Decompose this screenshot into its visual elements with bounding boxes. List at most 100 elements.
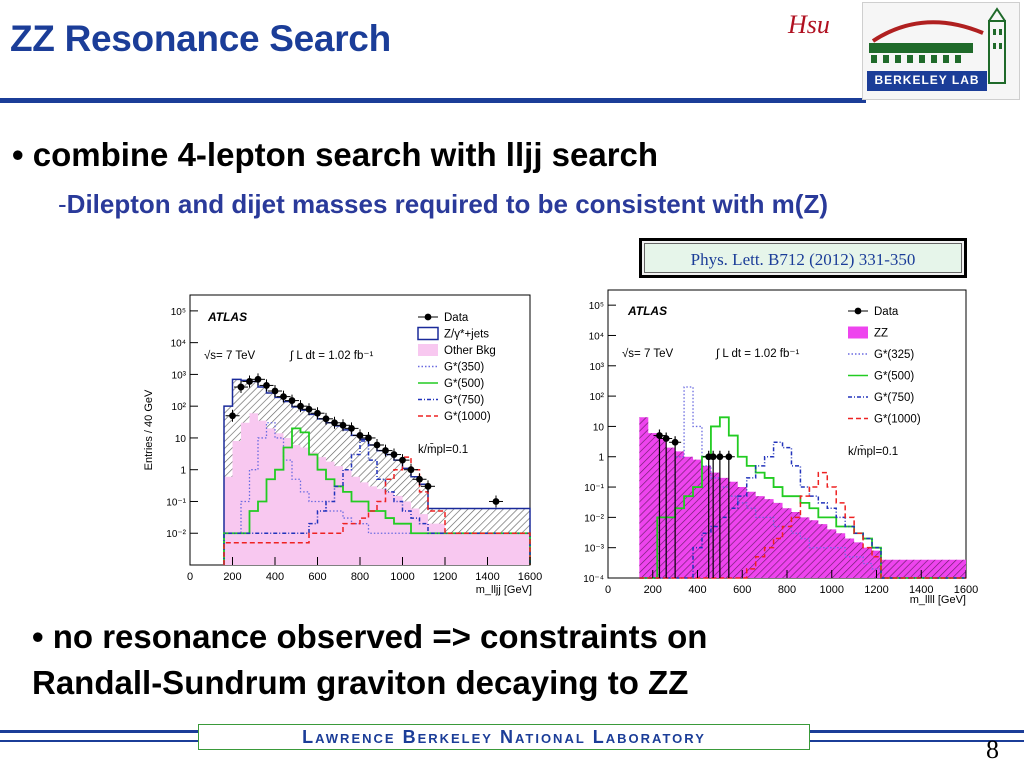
x-tick-label: 1600 bbox=[518, 571, 542, 583]
data-point bbox=[305, 405, 313, 413]
y-tick-label: 10⁴ bbox=[589, 331, 604, 342]
y-tick-label: 1 bbox=[180, 466, 186, 477]
data-point bbox=[297, 402, 304, 410]
chart-lljj-mass: 0 200 400 600 800 1000 1200 1400 1600 10⁻² 10⁻¹ 1 10… bbox=[143, 294, 542, 596]
x-tick-label: 1200 bbox=[864, 584, 888, 596]
legend-label: ZZ bbox=[874, 328, 888, 340]
sub-bullet-dash: - bbox=[58, 189, 67, 219]
y-tick-label: 10⁻² bbox=[166, 529, 186, 540]
legend-label: Data bbox=[874, 306, 899, 318]
data-point bbox=[263, 382, 270, 389]
data-point bbox=[331, 419, 338, 427]
data-point bbox=[492, 498, 500, 505]
data-point bbox=[716, 453, 724, 461]
x-tick-label: 200 bbox=[223, 571, 241, 583]
lumi-label: ∫ L dt = 1.02 fb⁻¹ bbox=[289, 350, 373, 362]
legend-label: G*(750) bbox=[874, 392, 914, 404]
data-point bbox=[656, 432, 663, 439]
sub-bullet-dilepton: -Dilepton and dijet masses required to b… bbox=[58, 188, 1008, 220]
x-tick-label: 1000 bbox=[390, 571, 414, 583]
data-point bbox=[314, 409, 321, 417]
x-tick-label: 1600 bbox=[954, 584, 978, 596]
x-tick-label: 800 bbox=[351, 571, 369, 583]
data-point bbox=[237, 383, 245, 391]
footer-banner: Lawrence Berkeley National Laboratory bbox=[198, 724, 810, 750]
y-tick-label: 10² bbox=[590, 392, 605, 403]
reference-box: Phys. Lett. B712 (2012) 331-350 bbox=[639, 238, 967, 278]
data-point bbox=[424, 482, 432, 490]
bullet-combine-searches: • combine 4-lepton search with lljj sear… bbox=[12, 136, 659, 173]
y-tick-label: 10⁻¹ bbox=[584, 483, 604, 494]
lumi-label: ∫ L dt = 1.02 fb⁻¹ bbox=[715, 348, 799, 360]
y-tick-label: 10⁻² bbox=[584, 513, 604, 524]
legend-label: G*(350) bbox=[444, 362, 484, 374]
energy-label: √s= 7 TeV bbox=[204, 349, 256, 362]
data-point bbox=[725, 453, 733, 461]
legend-label: G*(500) bbox=[444, 378, 484, 390]
data-point bbox=[348, 424, 355, 432]
legend-label: G*(325) bbox=[874, 349, 914, 361]
x-tick-label: 1200 bbox=[433, 571, 457, 583]
x-tick-label: 0 bbox=[187, 571, 193, 583]
y-tick-label: 10⁴ bbox=[171, 339, 186, 350]
coupling-label: k/m̄pl=0.1 bbox=[418, 443, 468, 456]
uncertainty-band bbox=[639, 417, 966, 578]
x-tick-label: 200 bbox=[644, 584, 662, 596]
data-point bbox=[390, 451, 398, 458]
berkeley-lab-logo-graphic bbox=[867, 7, 1006, 91]
page-number: 8 bbox=[986, 735, 999, 764]
data-point bbox=[229, 412, 236, 420]
x-tick-label: 600 bbox=[733, 584, 751, 596]
data-point bbox=[365, 434, 372, 442]
x-tick-label: 1400 bbox=[909, 584, 933, 596]
berkeley-lab-logo: BERKELEY LAB bbox=[862, 2, 1020, 100]
energy-label: √s= 7 TeV bbox=[622, 347, 674, 360]
legend-label: Z/γ*+jets bbox=[444, 329, 489, 341]
legend-marker-box bbox=[417, 326, 439, 341]
other-bkg-hist bbox=[224, 413, 530, 565]
legend-marker-box bbox=[418, 344, 438, 356]
legend-marker-data bbox=[854, 307, 862, 315]
legend-label: G*(1000) bbox=[874, 414, 921, 426]
data-point bbox=[399, 456, 406, 464]
bullet-no-resonance-line1: • no resonance observed => constraints o… bbox=[32, 618, 708, 655]
g350-hist bbox=[223, 422, 531, 565]
sub-bullet-text: Dilepton and dijet masses required to be… bbox=[66, 189, 828, 219]
g500-hist bbox=[223, 427, 531, 565]
y-tick-label: 10⁻⁴ bbox=[583, 574, 604, 585]
x-tick-label: 800 bbox=[778, 584, 796, 596]
data-point bbox=[709, 453, 717, 461]
legend-label: G*(1000) bbox=[444, 411, 491, 423]
data-point bbox=[288, 397, 296, 404]
data-point bbox=[662, 435, 670, 442]
legend-label: Other Bkg bbox=[444, 345, 496, 357]
y-tick-label: 10⁻³ bbox=[584, 544, 604, 555]
g1000-hist bbox=[639, 471, 966, 579]
x-axis-label: m_lljj [GeV] bbox=[476, 584, 532, 596]
author-name: Hsu bbox=[788, 10, 830, 39]
data-point bbox=[271, 387, 279, 395]
atlas-label: ATLAS bbox=[627, 304, 667, 318]
y-tick-label: 10² bbox=[172, 402, 187, 413]
atlas-label: ATLAS bbox=[207, 310, 247, 324]
reference-text: Phys. Lett. B712 (2012) 331-350 bbox=[644, 243, 962, 273]
data-point bbox=[671, 438, 679, 446]
x-tick-label: 400 bbox=[266, 571, 284, 583]
data-point bbox=[254, 375, 262, 383]
g325-hist bbox=[639, 386, 966, 579]
g500-hist bbox=[639, 416, 966, 579]
y-axis-label: Entries / 40 GeV bbox=[143, 389, 155, 470]
data-point bbox=[373, 441, 381, 449]
x-tick-label: 1000 bbox=[820, 584, 844, 596]
y-tick-label: 10³ bbox=[590, 362, 605, 373]
data-point bbox=[356, 432, 364, 439]
x-tick-label: 400 bbox=[688, 584, 706, 596]
x-tick-label: 0 bbox=[605, 584, 611, 596]
y-tick-label: 1 bbox=[598, 453, 604, 464]
bullet-no-resonance: • no resonance observed => constraints o… bbox=[32, 614, 707, 706]
y-tick-label: 10⁵ bbox=[171, 307, 186, 318]
slide-title: ZZ Resonance Search bbox=[10, 18, 391, 59]
y-tick-label: 10⁵ bbox=[589, 301, 604, 312]
logo-text: BERKELEY LAB bbox=[874, 73, 980, 87]
x-tick-label: 1400 bbox=[475, 571, 499, 583]
